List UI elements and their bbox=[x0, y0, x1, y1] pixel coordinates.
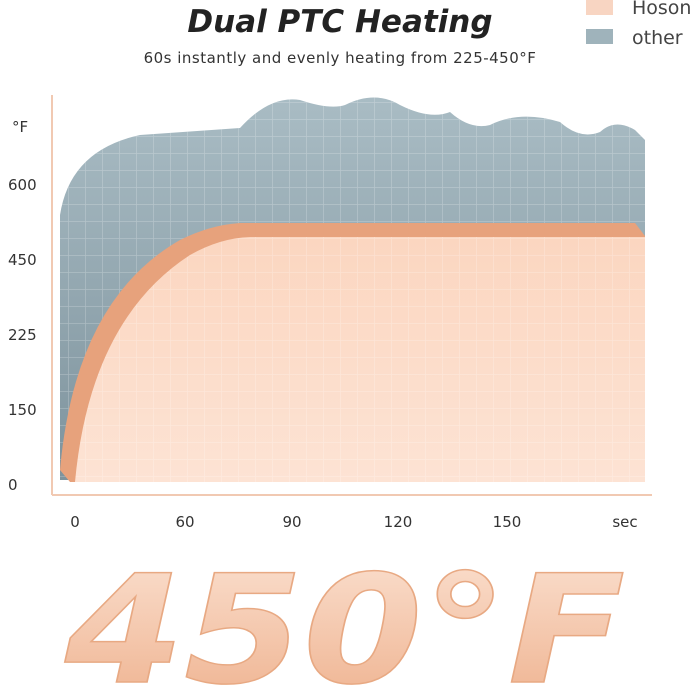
subtitle: 60s instantly and evenly heating from 22… bbox=[144, 49, 537, 67]
y-tick-label: 0 bbox=[8, 476, 18, 494]
legend-swatch bbox=[586, 29, 613, 44]
big-temperature: 450°F bbox=[64, 544, 625, 700]
x-tick-label: 150 bbox=[493, 513, 522, 531]
x-tick-label: 60 bbox=[175, 513, 194, 531]
x-tick-label: 90 bbox=[282, 513, 301, 531]
grid-texture bbox=[75, 237, 645, 482]
y-tick-label: 450 bbox=[8, 251, 37, 269]
legend-swatch bbox=[586, 0, 613, 15]
legend-label: other bbox=[632, 27, 683, 49]
x-tick-label: 0 bbox=[70, 513, 80, 531]
y-tick-label: 225 bbox=[8, 326, 37, 344]
title: Dual PTC Heating bbox=[187, 4, 492, 40]
x-tick-label: sec bbox=[612, 513, 637, 531]
y-tick-label: 600 bbox=[8, 176, 37, 194]
legend-label: Hoson bbox=[632, 0, 691, 19]
y-unit: °F bbox=[12, 118, 28, 136]
y-tick-label: 150 bbox=[8, 401, 37, 419]
x-tick-label: 120 bbox=[384, 513, 413, 531]
